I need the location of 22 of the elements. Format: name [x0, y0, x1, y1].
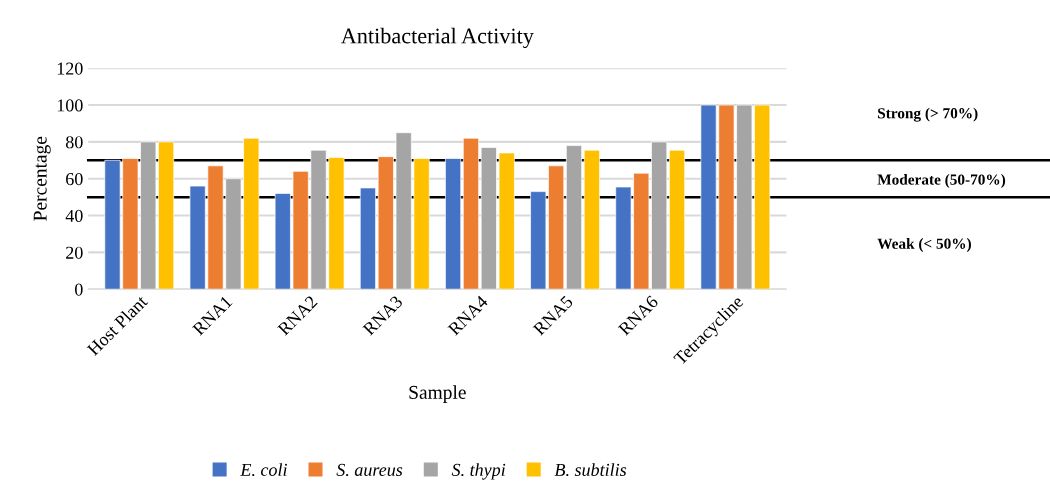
x-axis-title: Sample: [409, 385, 466, 403]
y-tick-label: 100: [57, 99, 83, 112]
y-axis-title: Percentage: [33, 136, 51, 221]
chart-title: Antibacterial Activity: [340, 27, 534, 49]
y-tick-label: 60: [66, 172, 83, 186]
text: Weak (< 50%): [877, 238, 971, 252]
text: Strong (> 70%): [878, 107, 978, 122]
y-tick-label: 0: [75, 283, 83, 296]
bar: [462, 137, 479, 290]
y-tick-label: 120: [57, 62, 83, 75]
legend-label: S. thypi: [451, 463, 506, 480]
y-tick-label: 80: [65, 136, 83, 149]
legend-label: E. coli: [240, 463, 287, 477]
legend-label: B. subtilis: [554, 463, 627, 477]
y-tick-label: 40: [65, 209, 83, 222]
bar: [669, 149, 686, 290]
text: Moderate (50-70%): [877, 174, 1006, 188]
bar: [583, 149, 600, 290]
legend-label: S. aureus: [336, 463, 403, 477]
bar: [445, 158, 462, 290]
y-tick-label: 20: [66, 246, 83, 259]
bar: [565, 145, 583, 290]
